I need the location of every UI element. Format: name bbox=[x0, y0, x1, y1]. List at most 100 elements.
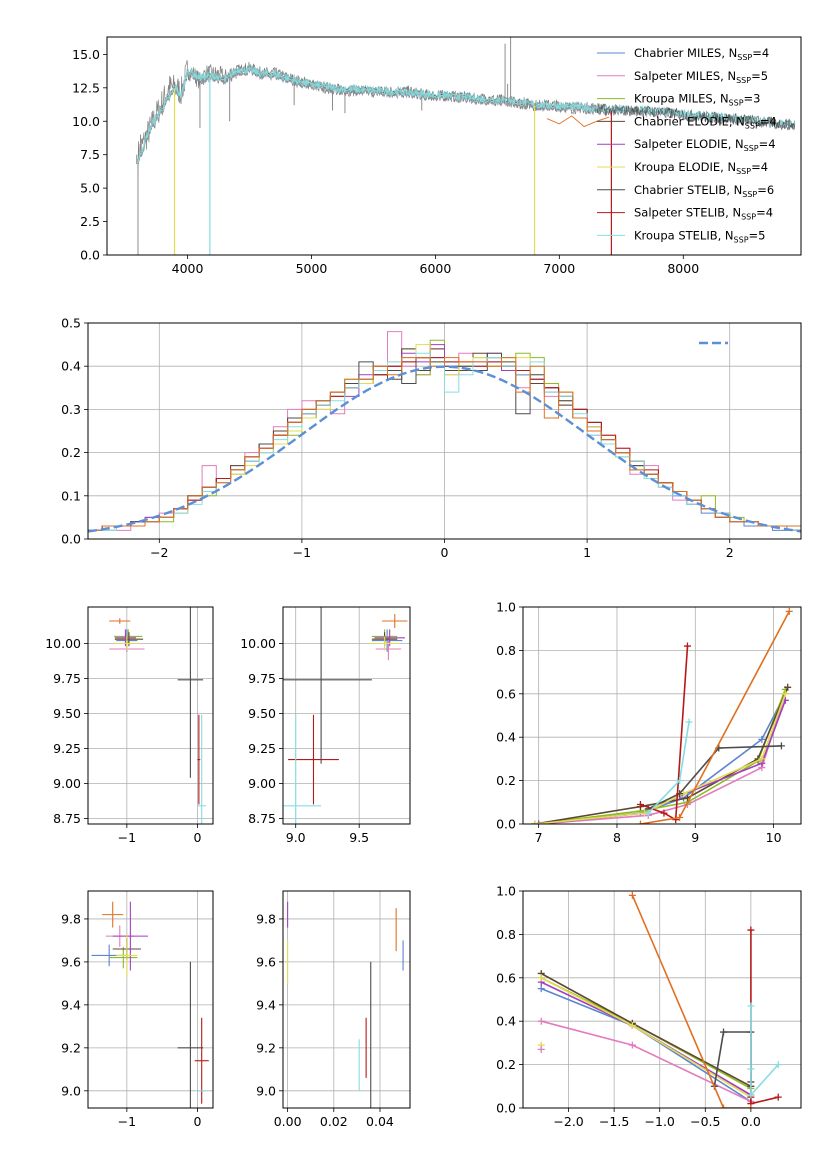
legend-entry: Kroupa ELODIE, NSSP=4 bbox=[634, 160, 768, 176]
legend-subscript: SSP bbox=[734, 235, 749, 244]
weight-marker bbox=[644, 809, 652, 817]
model-spectrum-line bbox=[137, 66, 796, 164]
x-tick-label: 0 bbox=[193, 830, 201, 845]
y-tick-label: 9.00 bbox=[53, 776, 81, 791]
y-tick-label: 0.3 bbox=[61, 402, 81, 417]
y-tick-label: 9.25 bbox=[248, 741, 276, 756]
axes-mass-age: 9.0 9.5 8.75 9.00 9.25 9.50 9.75 10.00 bbox=[240, 607, 410, 845]
normal-curve bbox=[88, 365, 801, 533]
axes-frame bbox=[522, 890, 802, 1109]
y-tick-label: 9.0 bbox=[61, 1083, 81, 1098]
legend-subscript: SSP bbox=[741, 213, 756, 222]
weight-marker bbox=[683, 642, 691, 650]
y-tick-label: 9.00 bbox=[248, 776, 276, 791]
x-tick-label: −1.5 bbox=[599, 1114, 629, 1129]
weight-marker bbox=[628, 1041, 636, 1049]
legend-suffix: =5 bbox=[749, 228, 766, 242]
tail-line bbox=[546, 115, 610, 128]
x-tick-label: −1 bbox=[118, 830, 136, 845]
y-tick-label: 0.0 bbox=[80, 248, 100, 263]
legend-suffix: =6 bbox=[757, 183, 774, 197]
y-tick-label: 9.4 bbox=[61, 997, 81, 1012]
y-tick-label: 0.2 bbox=[496, 773, 516, 788]
axes-EBV-mass: 0.00 0.02 0.04 9.0 9.2 9.4 9.6 9.8 bbox=[256, 891, 410, 1129]
axes-age-weight: 7 8 9 10 0.0 0.2 0.4 0.6 0.8 1.0 bbox=[496, 600, 801, 845]
legend-entry: Chabrier STELIB, NSSP=6 bbox=[634, 183, 774, 199]
y-tick-label: 0.4 bbox=[496, 730, 516, 745]
plot-area-EBV-mass bbox=[287, 901, 404, 1108]
weight-marker bbox=[781, 690, 789, 698]
weight-marker bbox=[774, 1093, 782, 1101]
legend-label: Salpeter MILES, N bbox=[634, 69, 736, 83]
y-tick-label: 9.2 bbox=[256, 1040, 276, 1055]
y-tick-label: 10.0 bbox=[72, 114, 100, 129]
x-tick-label: 4000 bbox=[172, 261, 204, 276]
weight-marker bbox=[537, 974, 545, 982]
x-tick-label: 5000 bbox=[296, 261, 328, 276]
weight-series-line bbox=[750, 930, 779, 1105]
x-tick-label: 0.0 bbox=[741, 1114, 761, 1129]
x-tick-label: 10 bbox=[766, 830, 782, 845]
legend-subscript: SSP bbox=[744, 144, 759, 153]
legend-entry: Chabrier ELODIE, NSSP=4 bbox=[634, 114, 777, 130]
weight-marker bbox=[758, 735, 766, 743]
axes-residuals: −2 −1 0 1 2 0.0 0.1 0.2 0.3 0.4 0.5 bbox=[61, 316, 801, 560]
y-tick-label: 10.00 bbox=[240, 636, 276, 651]
weight-marker bbox=[672, 816, 680, 824]
legend-label: Chabrier ELODIE, N bbox=[634, 114, 745, 128]
y-tick-label: 12.5 bbox=[72, 80, 100, 95]
weight-marker bbox=[628, 891, 636, 899]
y-tick-label: 9.75 bbox=[53, 671, 81, 686]
y-tick-label: 0.6 bbox=[496, 686, 516, 701]
legend-subscript: SSP bbox=[737, 53, 752, 62]
x-tick-label: 9 bbox=[691, 830, 699, 845]
legend-label: Kroupa MILES, N bbox=[634, 92, 729, 106]
x-tick-label: 0.00 bbox=[274, 1114, 302, 1129]
weight-marker bbox=[774, 1061, 782, 1069]
legend-entry: Chabrier MILES, NSSP=4 bbox=[634, 46, 769, 62]
weight-marker bbox=[537, 985, 545, 993]
x-tick-label: 1 bbox=[583, 545, 591, 560]
legend-subscript: SSP bbox=[729, 99, 744, 108]
weight-series-line bbox=[647, 745, 782, 810]
y-tick-label: 9.4 bbox=[256, 997, 276, 1012]
y-tick-label: 15.0 bbox=[72, 47, 100, 62]
plot-area-Z-mass bbox=[91, 901, 209, 1108]
y-tick-label: 9.25 bbox=[53, 741, 81, 756]
weight-marker bbox=[720, 1028, 728, 1036]
y-tick-label: 9.6 bbox=[61, 954, 81, 969]
plot-area-age-weight bbox=[531, 607, 793, 824]
axes-frame bbox=[522, 606, 802, 825]
x-tick-label: 0 bbox=[193, 1114, 201, 1129]
weight-marker bbox=[537, 1045, 545, 1053]
plot-area-spectrum bbox=[136, 37, 796, 255]
legend-suffix: =4 bbox=[759, 137, 776, 151]
weight-marker bbox=[747, 1002, 755, 1010]
x-tick-label: −1 bbox=[293, 545, 311, 560]
legend-label: Chabrier STELIB, N bbox=[634, 183, 742, 197]
y-tick-label: 9.8 bbox=[61, 911, 81, 926]
weight-marker bbox=[628, 1022, 636, 1030]
y-tick-label: 9.8 bbox=[256, 911, 276, 926]
y-tick-label: 8.75 bbox=[53, 811, 81, 826]
y-tick-label: 0.4 bbox=[496, 1014, 516, 1029]
weight-marker bbox=[785, 607, 793, 615]
weight-marker bbox=[535, 820, 543, 824]
weight-marker bbox=[747, 926, 755, 934]
legend-subscript: SSP bbox=[742, 190, 757, 199]
y-tick-label: 9.6 bbox=[256, 954, 276, 969]
plot-area-residuals bbox=[88, 331, 801, 533]
x-tick-label: 2 bbox=[726, 545, 734, 560]
x-tick-label: 0.04 bbox=[366, 1114, 394, 1129]
weight-series-line bbox=[540, 987, 752, 1103]
axes-spectrum: 4000 5000 6000 7000 8000 0.0 2.5 5.0 7.5 10.0 12.5… bbox=[72, 47, 699, 276]
x-tick-label: −2 bbox=[150, 545, 168, 560]
x-tick-label: 8000 bbox=[667, 261, 699, 276]
legend-suffix: =4 bbox=[751, 160, 768, 174]
x-tick-label: 0.02 bbox=[320, 1114, 348, 1129]
weight-marker bbox=[636, 820, 644, 824]
weight-marker bbox=[537, 1017, 545, 1025]
legend-label: Kroupa STELIB, N bbox=[634, 228, 734, 242]
y-tick-label: 0.0 bbox=[496, 817, 516, 832]
